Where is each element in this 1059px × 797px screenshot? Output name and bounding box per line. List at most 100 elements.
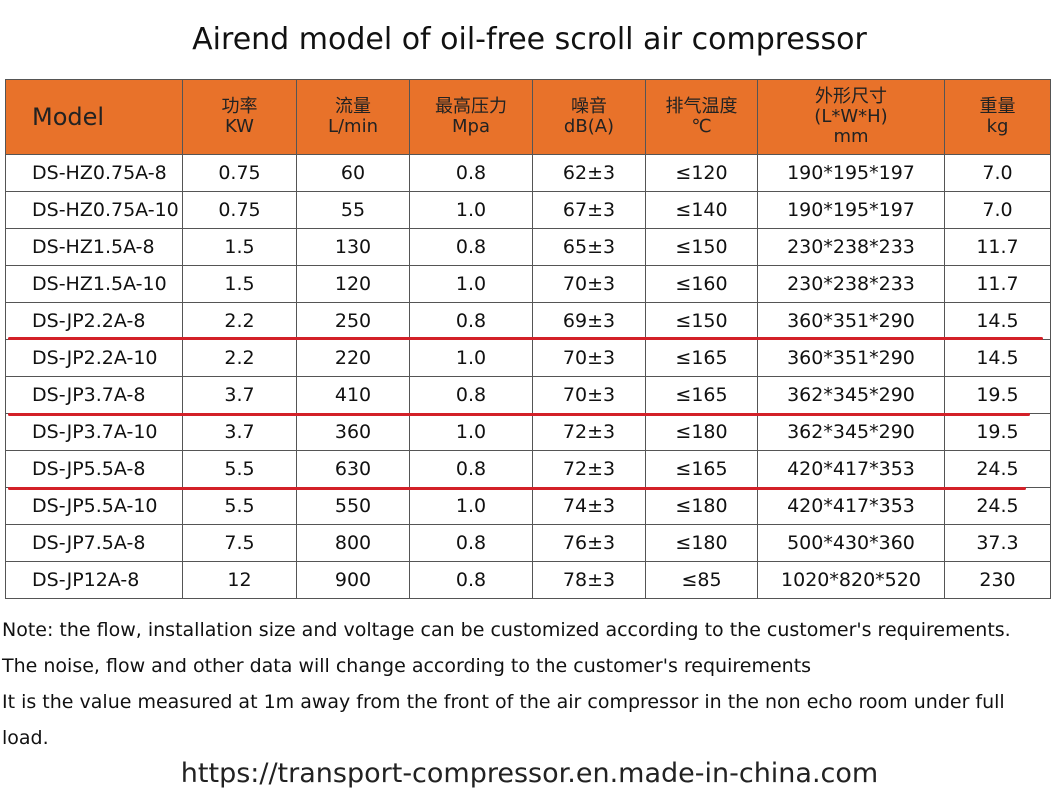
table-cell: 72±3 bbox=[532, 450, 646, 488]
table-cell: 62±3 bbox=[532, 154, 646, 192]
header-text: 功率 bbox=[221, 96, 258, 117]
table-cell: DS-JP12A-8 bbox=[5, 561, 183, 599]
table-row: DS-JP2.2A-10 2.2 220 1.0 70±3 ≤165 360*351*290… bbox=[5, 339, 1051, 377]
table-cell: 800 bbox=[296, 524, 410, 562]
table-cell: 67±3 bbox=[532, 191, 646, 229]
table-cell: 900 bbox=[296, 561, 410, 599]
table-cell: 24.5 bbox=[944, 450, 1051, 488]
highlight-underline bbox=[8, 337, 1043, 340]
table-cell: 14.5 bbox=[944, 339, 1051, 377]
table-cell: 190*195*197 bbox=[757, 154, 945, 192]
table-cell: 230*238*233 bbox=[757, 228, 945, 266]
column-header: 流量 L/min bbox=[296, 79, 410, 155]
header-row: Model 功率 KW 流量 L/min 最高压力 Mpa 噪音 dB(A) 排气温度 ℃ 外形尺寸(… bbox=[5, 79, 1051, 155]
header-text: ℃ bbox=[691, 116, 712, 137]
table-row: DS-JP3.7A-8 3.7 410 0.8 70±3 ≤165 362*345*290 1… bbox=[5, 376, 1051, 414]
table-cell: 70±3 bbox=[532, 265, 646, 303]
table-cell: 360 bbox=[296, 413, 410, 451]
table-cell: 360*351*290 bbox=[757, 302, 945, 340]
table-cell: 3.7 bbox=[182, 413, 297, 451]
table-cell: 420*417*353 bbox=[757, 450, 945, 488]
table-cell: 0.75 bbox=[182, 191, 297, 229]
table-cell: 14.5 bbox=[944, 302, 1051, 340]
header-text: 排气温度 bbox=[665, 96, 738, 117]
table-cell: 550 bbox=[296, 487, 410, 525]
table-cell: 1.0 bbox=[409, 413, 533, 451]
notes: Note: the flow, installation size and vo… bbox=[2, 612, 1057, 756]
table-cell: 230 bbox=[944, 561, 1051, 599]
table-row: DS-JP5.5A-10 5.5 550 1.0 74±3 ≤180 420*417*353… bbox=[5, 487, 1051, 525]
table-cell: 7.5 bbox=[182, 524, 297, 562]
table-cell: 0.8 bbox=[409, 561, 533, 599]
table-cell: DS-JP3.7A-8 bbox=[5, 376, 183, 414]
table-cell: 1.5 bbox=[182, 228, 297, 266]
highlight-underline bbox=[8, 487, 1026, 490]
column-header: Model bbox=[5, 79, 183, 155]
table-cell: 220 bbox=[296, 339, 410, 377]
table-row: DS-JP5.5A-8 5.5 630 0.8 72±3 ≤165 420*417*353 2… bbox=[5, 450, 1051, 488]
table-cell: 1.0 bbox=[409, 265, 533, 303]
table-cell: 74±3 bbox=[532, 487, 646, 525]
table-cell: ≤180 bbox=[645, 524, 758, 562]
header-text: L/min bbox=[327, 116, 379, 137]
table-cell: 362*345*290 bbox=[757, 376, 945, 414]
table-cell: 7.0 bbox=[944, 191, 1051, 229]
header-text: 噪音 bbox=[571, 96, 607, 117]
table-cell: 1.0 bbox=[409, 191, 533, 229]
column-header: 排气温度 ℃ bbox=[645, 79, 758, 155]
table-cell: ≤165 bbox=[645, 450, 758, 488]
table-cell: 0.8 bbox=[409, 450, 533, 488]
table-cell: 5.5 bbox=[182, 487, 297, 525]
header-text: mm bbox=[833, 126, 869, 147]
table-cell: 37.3 bbox=[944, 524, 1051, 562]
table-cell: 19.5 bbox=[944, 376, 1051, 414]
table-row: DS-HZ1.5A-10 1.5 120 1.0 70±3 ≤160 230*238*233… bbox=[5, 265, 1051, 303]
table-cell: 130 bbox=[296, 228, 410, 266]
table-cell: DS-JP2.2A-8 bbox=[5, 302, 183, 340]
highlight-underline bbox=[8, 413, 1030, 416]
table-cell: 420*417*353 bbox=[757, 487, 945, 525]
header-text: Mpa bbox=[452, 116, 490, 137]
table-cell: 11.7 bbox=[944, 265, 1051, 303]
header-text: KW bbox=[225, 116, 254, 137]
table-row: DS-JP7.5A-8 7.5 800 0.8 76±3 ≤180 500*430*360 3… bbox=[5, 524, 1051, 562]
table-cell: 70±3 bbox=[532, 339, 646, 377]
header-text: 流量 bbox=[335, 96, 371, 117]
table-cell: 76±3 bbox=[532, 524, 646, 562]
table-cell: 2.2 bbox=[182, 339, 297, 377]
table-cell: 120 bbox=[296, 265, 410, 303]
table-cell: 2.2 bbox=[182, 302, 297, 340]
table-cell: DS-HZ0.75A-10 bbox=[5, 191, 183, 229]
column-header: 重量 kg bbox=[944, 79, 1051, 155]
table-cell: DS-JP7.5A-8 bbox=[5, 524, 183, 562]
table-cell: 70±3 bbox=[532, 376, 646, 414]
table-cell: 0.8 bbox=[409, 524, 533, 562]
table-cell: ≤140 bbox=[645, 191, 758, 229]
table-cell: DS-JP3.7A-10 bbox=[5, 413, 183, 451]
table-cell: 360*351*290 bbox=[757, 339, 945, 377]
header-text: 外形尺寸 bbox=[815, 86, 887, 107]
note-line: Note: the flow, installation size and vo… bbox=[2, 619, 1011, 641]
table-cell: DS-JP2.2A-10 bbox=[5, 339, 183, 377]
table-cell: DS-JP5.5A-8 bbox=[5, 450, 183, 488]
table-cell: ≤150 bbox=[645, 302, 758, 340]
spec-table: Model 功率 KW 流量 L/min 最高压力 Mpa 噪音 dB(A) 排气温度 ℃ 外形尺寸(… bbox=[5, 79, 1051, 599]
table-cell: 5.5 bbox=[182, 450, 297, 488]
table-cell: ≤180 bbox=[645, 413, 758, 451]
page-title: Airend model of oil-free scroll air comp… bbox=[192, 22, 867, 57]
table-row: DS-JP3.7A-10 3.7 360 1.0 72±3 ≤180 362*345*290… bbox=[5, 413, 1051, 451]
table-cell: 11.7 bbox=[944, 228, 1051, 266]
source-url: https://transport-compressor.en.made-in-… bbox=[180, 758, 879, 789]
table-cell: 0.8 bbox=[409, 376, 533, 414]
header-text: 重量 bbox=[979, 96, 1016, 117]
table-cell: DS-HZ1.5A-8 bbox=[5, 228, 183, 266]
header-text: dB(A) bbox=[563, 116, 615, 137]
header-text: (L*W*H) bbox=[814, 106, 888, 127]
column-header: 外形尺寸 (L*W*H) mm bbox=[757, 79, 945, 155]
table-cell: 0.75 bbox=[182, 154, 297, 192]
table-row: DS-HZ0.75A-10 0.75 55 1.0 67±3 ≤140 190*195*19… bbox=[5, 191, 1051, 229]
table-cell: 362*345*290 bbox=[757, 413, 945, 451]
table-cell: 60 bbox=[296, 154, 410, 192]
table-cell: 0.8 bbox=[409, 154, 533, 192]
table-cell: 7.0 bbox=[944, 154, 1051, 192]
